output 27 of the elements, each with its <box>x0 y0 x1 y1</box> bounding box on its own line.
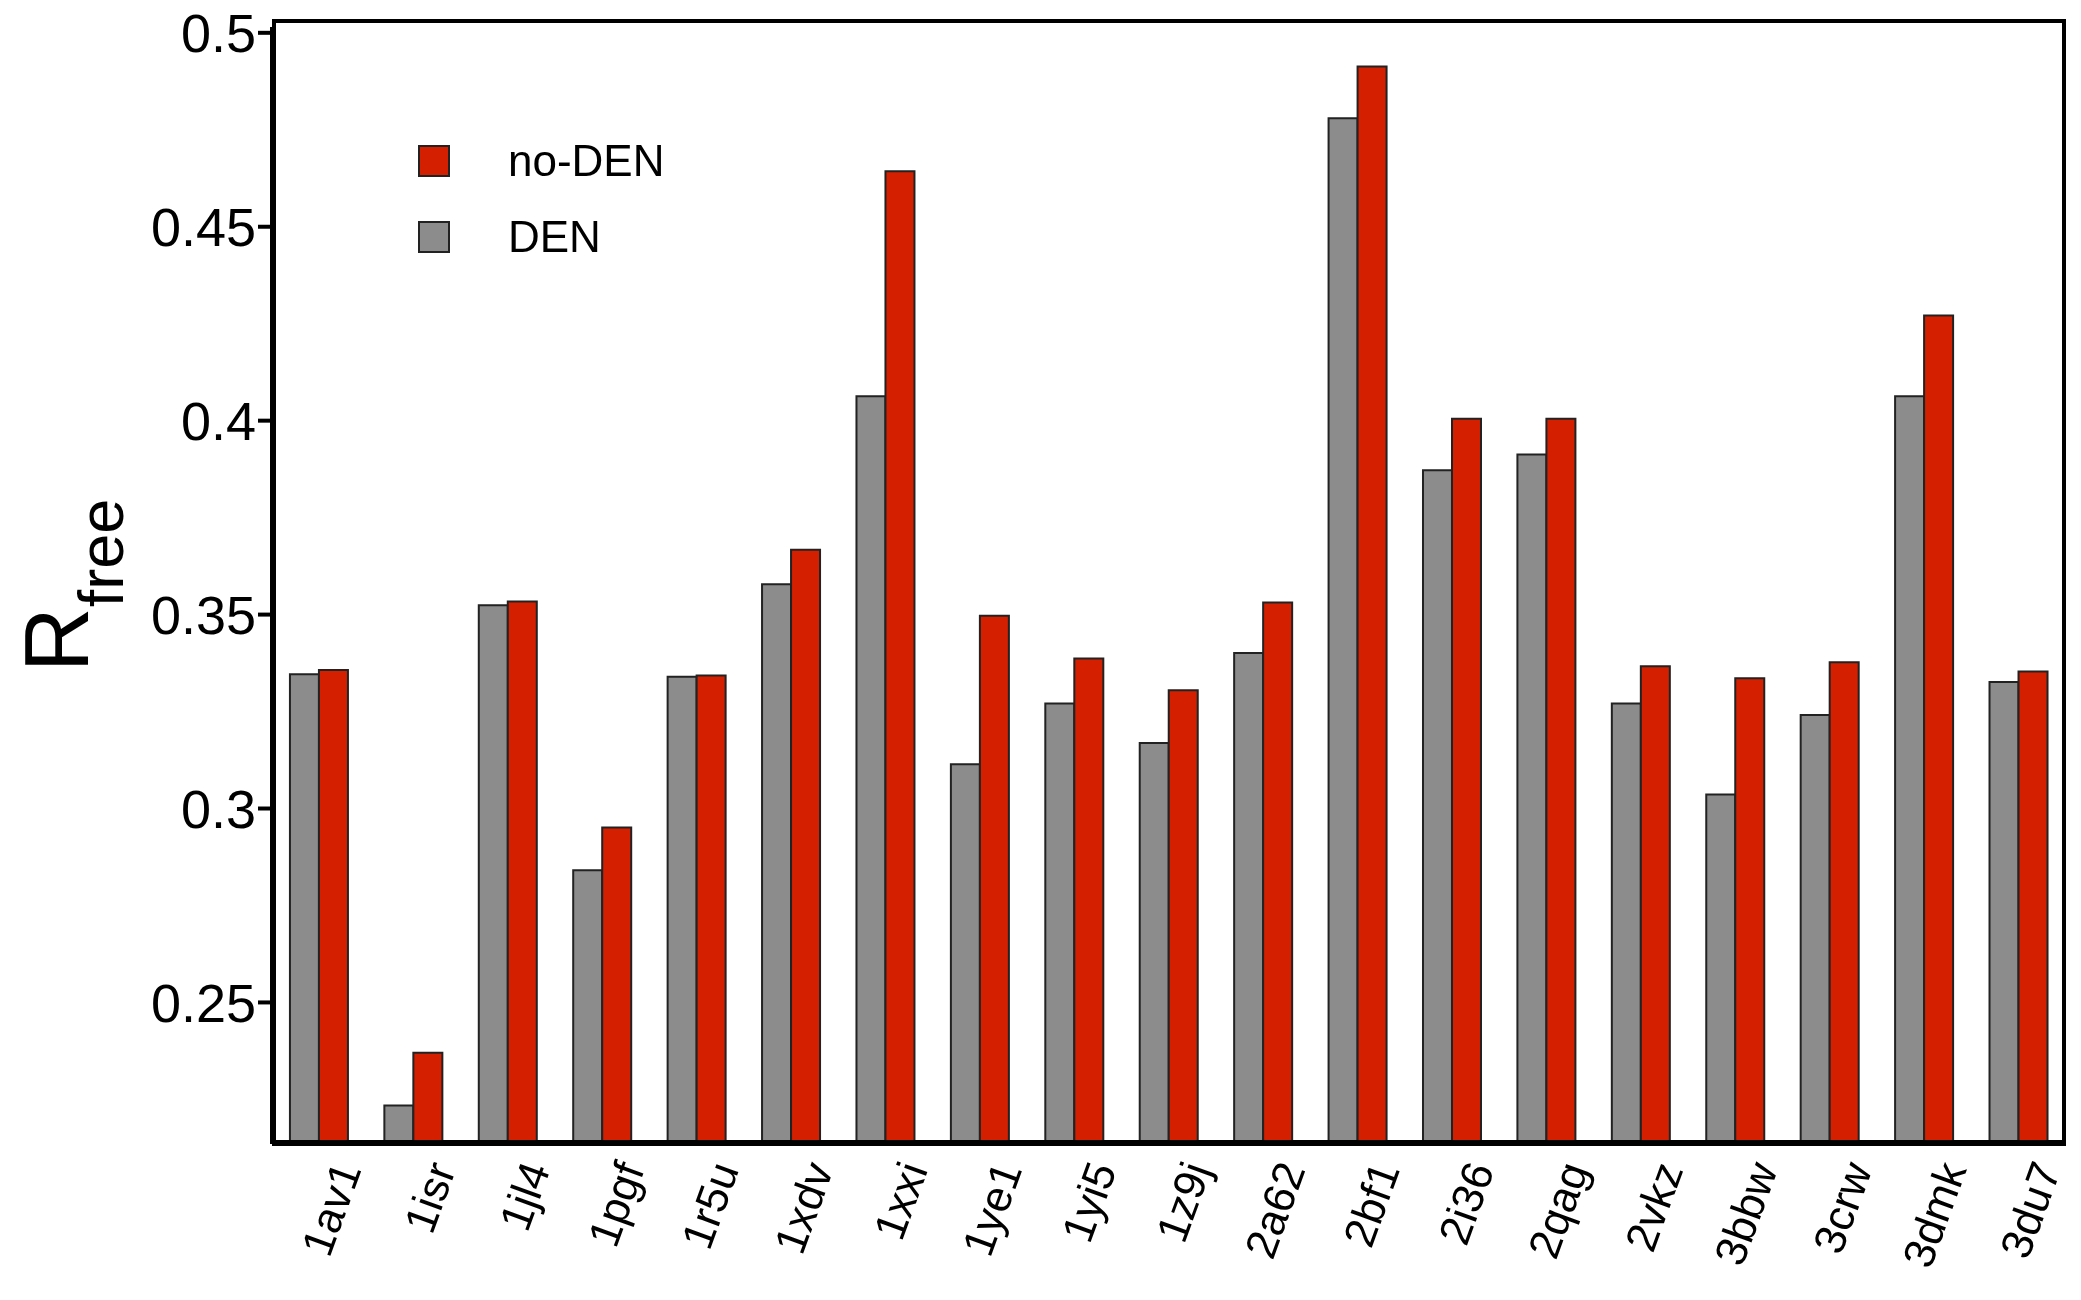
y-tick-label: 0.3 <box>180 778 256 839</box>
x-tick-label: 2bf1 <box>1333 1155 1409 1253</box>
x-tick-label: 3du7 <box>1990 1155 2070 1265</box>
y-tick-label: 0.5 <box>180 2 256 63</box>
x-tick-label: 3bbw <box>1704 1155 1787 1272</box>
y-tick-label: 0.25 <box>150 972 256 1033</box>
y-tick-label: 0.45 <box>150 196 256 257</box>
x-tick-label: 3dmk <box>1892 1154 1976 1274</box>
x-tick-label: 1z9j <box>1146 1155 1221 1249</box>
x-tick-label: 2i36 <box>1428 1155 1504 1251</box>
x-tick-label: 2qag <box>1518 1155 1598 1265</box>
x-tick-label: 2vkz <box>1615 1155 1693 1258</box>
x-tick-label: 1yi5 <box>1051 1155 1126 1249</box>
x-tick-label: 1av1 <box>291 1155 371 1263</box>
x-tick-label: 1isr <box>394 1155 465 1240</box>
x-tick-label: 3crw <box>1803 1155 1882 1260</box>
x-tick-label: 1xxi <box>863 1155 937 1246</box>
legend-label: DEN <box>508 212 601 262</box>
y-tick-label: 0.35 <box>150 584 256 645</box>
legend-label: no-DEN <box>508 136 665 186</box>
y-tick-label: 0.4 <box>180 390 256 451</box>
x-tick-label: 1r5u <box>671 1155 748 1256</box>
x-tick-label: 1ye1 <box>952 1155 1032 1263</box>
x-tick-label: 1xdv <box>764 1155 843 1260</box>
x-tick-label: 1jl4 <box>489 1155 560 1237</box>
x-tick-label: 1pgf <box>578 1154 654 1253</box>
x-tick-label: 2a62 <box>1234 1155 1315 1265</box>
